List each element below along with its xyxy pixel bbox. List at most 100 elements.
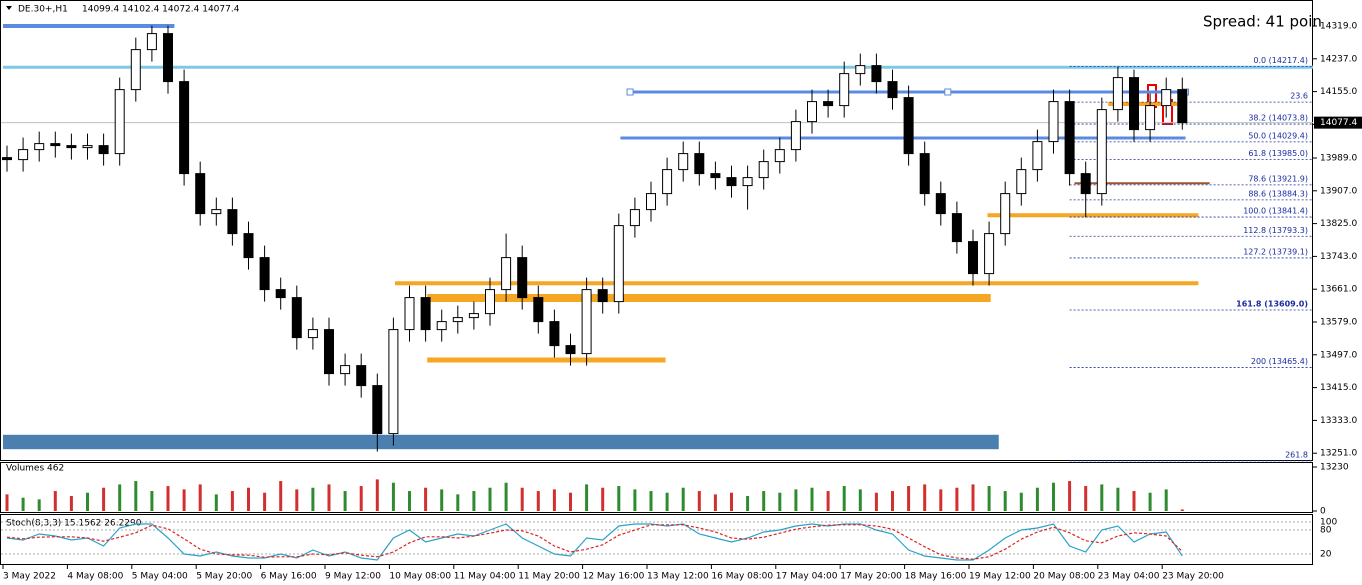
y-tick-label: 0 [1320, 507, 1326, 517]
y-tick-label: 14155.0 [1320, 87, 1357, 97]
candle-body [340, 365, 351, 375]
volume-bar [440, 489, 444, 511]
volume-bar [1148, 492, 1152, 511]
candle-body [436, 321, 447, 331]
candle-body [356, 365, 367, 387]
candle-body [259, 257, 270, 291]
volume-bar [1084, 486, 1088, 511]
volume-bar [520, 487, 524, 511]
candle-body [82, 145, 93, 149]
candle-body [227, 209, 238, 235]
volume-bar [713, 494, 717, 511]
candle-body [919, 153, 930, 195]
x-tick-label: 3 May 2022 [3, 572, 56, 582]
candle-body [1080, 173, 1091, 195]
y-tick-label: 13579.0 [1320, 318, 1357, 328]
volume-bar [1164, 489, 1168, 511]
candle-body [324, 329, 334, 375]
menu-arrow[interactable] [6, 6, 12, 10]
candle-body [179, 81, 190, 175]
candle-body [1016, 169, 1027, 195]
volume-bar [21, 497, 25, 511]
y-tick-label: 80 [1320, 526, 1332, 536]
volume-bar [649, 491, 653, 511]
candle-body [1032, 141, 1043, 171]
candle-body [146, 33, 157, 51]
candle-body [1096, 109, 1107, 195]
x-tick-label: 11 May 04:00 [454, 572, 516, 582]
candle-body [742, 177, 753, 187]
volume-bar [955, 487, 959, 511]
candle-body [581, 289, 592, 355]
volume-bar [665, 492, 669, 511]
stoch-frame [0, 514, 1313, 565]
candle-body [871, 65, 882, 83]
fib-label: 0.0 (14217.4) [1253, 56, 1308, 65]
volume-bar [279, 481, 283, 511]
volume-bar [472, 491, 476, 511]
candle-body [388, 329, 399, 435]
x-tick-label: 11 May 20:00 [518, 572, 580, 582]
fib-label: 112.8 (13793.3) [1243, 226, 1308, 235]
volume-bar [69, 496, 73, 511]
volume-bar [86, 492, 89, 511]
candle-body [613, 225, 624, 303]
candle-body [307, 329, 318, 339]
candle-body [887, 81, 898, 99]
y-tick-label: 14319.0 [1320, 22, 1357, 32]
spread: Spread: 41 poin [1203, 13, 1322, 31]
fib-label: 78.6 (13921.9) [1248, 174, 1308, 183]
volume-bar [681, 487, 685, 511]
volume-bar [552, 489, 556, 511]
fib-label: 38.2 (14073.8) [1248, 114, 1308, 123]
volume-bar [504, 482, 508, 511]
candle-body [935, 193, 946, 215]
candle-body [114, 89, 125, 155]
candle-body [50, 143, 61, 147]
x-tick-label: 5 May 20:00 [196, 572, 252, 582]
candle-body [646, 193, 656, 211]
x-tick-label: 19 May 12:00 [969, 572, 1031, 582]
candle-body [372, 385, 383, 435]
volume-bar [923, 484, 927, 511]
volume-bar [311, 487, 315, 511]
candle-body [855, 65, 866, 75]
level-handle [626, 88, 634, 96]
x-tick-label: 10 May 08:00 [389, 572, 451, 582]
candle-body [1129, 77, 1139, 131]
volume-bar [166, 486, 170, 511]
volume-bar [424, 487, 428, 511]
candle-body [839, 73, 850, 107]
candle-body [726, 177, 737, 187]
y-tick-label: 13497.0 [1320, 350, 1357, 360]
candle-body [501, 257, 512, 291]
candle-body [1048, 101, 1059, 143]
volume-bar [536, 491, 540, 511]
candle-body [533, 297, 544, 323]
volume-bar [633, 489, 637, 511]
candle-body [807, 101, 817, 123]
volume-bar [150, 491, 154, 511]
candle-body [774, 149, 785, 163]
volume-bar [987, 486, 991, 511]
volume-bar [37, 499, 41, 511]
candle-body [1064, 101, 1075, 175]
y-tick-label: 13825.0 [1320, 219, 1357, 229]
candle-body [98, 145, 109, 155]
candle-body [34, 143, 45, 151]
volume-bar [778, 492, 782, 511]
x-tick-label: 16 May 08:00 [711, 572, 773, 582]
volume-bar [375, 479, 379, 511]
volume-bar [842, 486, 846, 511]
fib-label: 88.6 (13884.3) [1248, 189, 1308, 198]
y-tick-label: 13989.0 [1320, 154, 1357, 164]
candle-body [2, 157, 12, 161]
volume-bar [263, 492, 267, 511]
volume-bar [456, 494, 460, 511]
candle-body [984, 233, 995, 275]
x-tick-label: 17 May 20:00 [840, 572, 902, 582]
volume-bar [1052, 482, 1055, 511]
x-tick-label: 9 May 12:00 [325, 572, 381, 582]
candle-body [597, 289, 608, 303]
